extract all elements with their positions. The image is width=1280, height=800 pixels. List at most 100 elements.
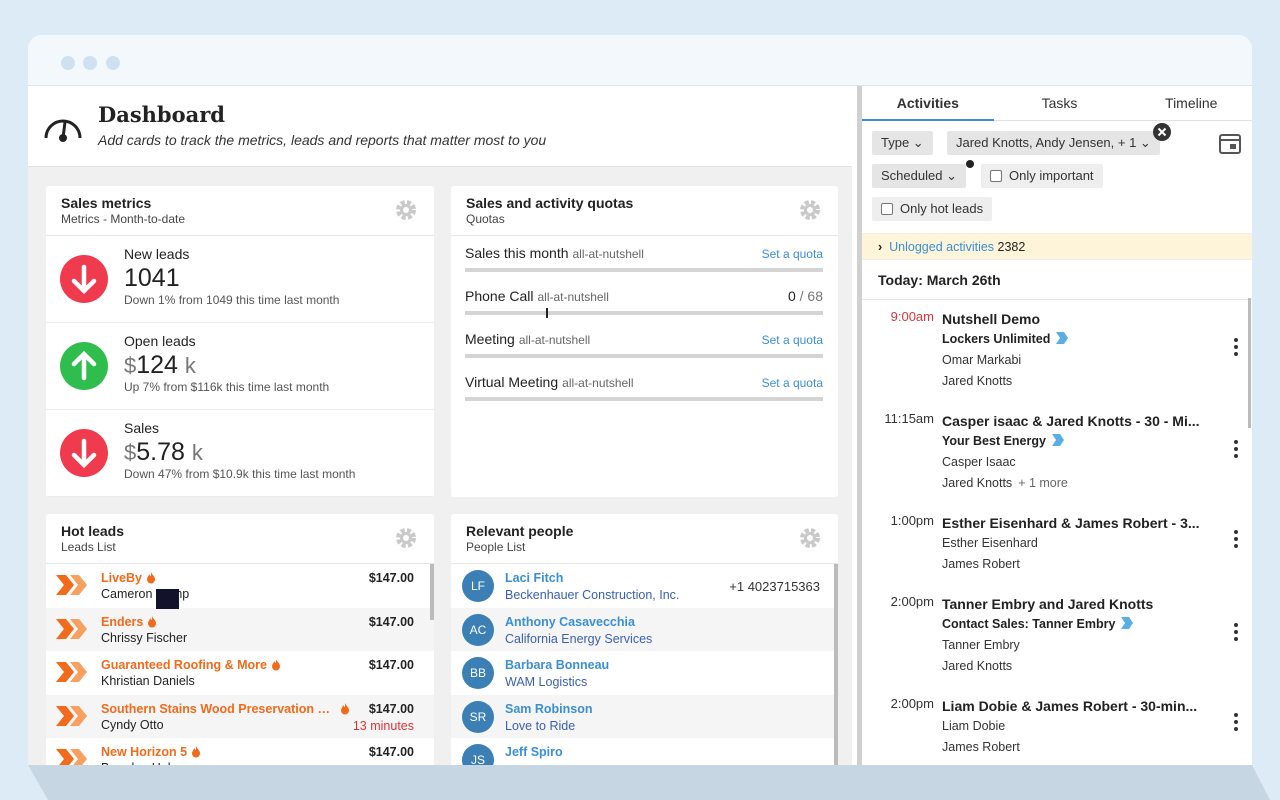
person-name[interactable]: Laci Fitch bbox=[505, 571, 564, 585]
activity-title[interactable]: Liam Dobie & James Robert - 30-min... bbox=[942, 698, 1198, 714]
quota-bar bbox=[465, 268, 823, 272]
currency: $ bbox=[124, 353, 137, 378]
activity-title[interactable]: Casper isaac & Jared Knotts - 30 - Mi... bbox=[942, 413, 1200, 429]
more-menu[interactable] bbox=[1234, 713, 1238, 734]
lead-icon bbox=[56, 662, 87, 682]
avatar: SR bbox=[462, 700, 494, 733]
activity-person: Esther Eisenhard bbox=[942, 533, 1212, 554]
card-subtitle: Metrics - Month-to-date bbox=[61, 212, 186, 226]
people-list: LF Laci Fitch Beckenhauer Construction, In… bbox=[451, 564, 838, 765]
company-name: Your Best Energy bbox=[942, 434, 1046, 448]
set-quota-link[interactable]: Set a quota bbox=[761, 376, 823, 390]
unit: k bbox=[191, 440, 203, 465]
hot-leads-card: Hot leads Leads List LiveBy Cameron Camp $14… bbox=[46, 514, 434, 765]
metric-change: Down 47% from $10.9k this time last mont… bbox=[124, 467, 356, 481]
tab[interactable]: Tasks bbox=[993, 86, 1126, 121]
unlogged-count: 2382 bbox=[997, 240, 1026, 254]
person: Jared Knotts bbox=[942, 659, 1013, 673]
person-company[interactable]: WAM Logistics bbox=[505, 675, 588, 689]
person-company[interactable]: California Energy Services bbox=[505, 631, 653, 646]
set-quota-link[interactable]: Set a quota bbox=[761, 247, 823, 261]
person-name[interactable]: Anthony Casavecchia bbox=[505, 614, 635, 629]
person-name[interactable]: Sam Robinson bbox=[505, 701, 593, 716]
trend-icon bbox=[60, 429, 108, 477]
layout-button[interactable] bbox=[1219, 134, 1241, 154]
people-filter[interactable]: Jared Knotts, Andy Jensen, + 1 ⌄ bbox=[947, 131, 1160, 155]
hot-icon bbox=[148, 615, 157, 627]
lead-name[interactable]: LiveBy bbox=[101, 571, 156, 587]
quota-progress: 0 / 68 bbox=[788, 288, 823, 304]
unlogged-bar[interactable]: › Unlogged activities 2382 bbox=[862, 233, 1252, 260]
card-title: Hot leads bbox=[61, 523, 125, 539]
sales-metrics-card: Sales metrics Metrics - Month-to-date New … bbox=[46, 186, 434, 497]
quota-row: Meeting all-at-nutshell Set a quota bbox=[451, 322, 838, 365]
more-menu[interactable] bbox=[1234, 530, 1238, 551]
filter-label: Scheduled bbox=[881, 168, 943, 183]
scrollbar bbox=[1248, 298, 1251, 428]
settings-button[interactable] bbox=[394, 526, 418, 550]
settings-button[interactable] bbox=[798, 526, 822, 550]
person-row: AC Anthony Casavecchia California Energy S… bbox=[451, 607, 838, 651]
people-card: Relevant people People List LF Laci Fitch Be… bbox=[451, 514, 838, 765]
person: Jared Knotts bbox=[942, 476, 1013, 490]
metric-value: $124 k bbox=[124, 351, 196, 380]
activity-body: Tanner Embry and Jared Knotts Contact Sal… bbox=[942, 594, 1212, 677]
lead-name[interactable]: Guaranteed Roofing & More bbox=[101, 658, 281, 674]
activity-title[interactable]: Nutshell Demo bbox=[942, 311, 1041, 327]
lead-icon bbox=[56, 575, 87, 595]
dashboard-pane: Dashboard Add cards to track the metrics… bbox=[28, 86, 852, 765]
person-row: SR Sam Robinson Love to Ride bbox=[451, 694, 838, 738]
person-name[interactable]: Jeff Spiro bbox=[505, 745, 563, 759]
hot-icon bbox=[192, 746, 201, 758]
lead-name[interactable]: Enders bbox=[101, 615, 157, 631]
lead-name[interactable]: Southern Stains Wood Preservation Ex... bbox=[101, 702, 349, 718]
more-menu[interactable] bbox=[1234, 440, 1238, 461]
lead-contact: Chrissy Fischer bbox=[101, 630, 188, 645]
lead-amount: $147.00 bbox=[368, 571, 414, 585]
person: Jared Knotts bbox=[942, 374, 1013, 388]
set-quota-link[interactable]: Set a quota bbox=[761, 333, 823, 347]
activity-title[interactable]: Tanner Embry and Jared Knotts bbox=[942, 596, 1154, 612]
lead-title: Guaranteed Roofing & More bbox=[101, 658, 267, 672]
activity-title[interactable]: Esther Eisenhard & James Robert - 3... bbox=[942, 515, 1200, 531]
quota-scope: all-at-nutshell bbox=[518, 333, 591, 347]
person-name[interactable]: Barbara Bonneau bbox=[505, 658, 610, 672]
lead-icon bbox=[56, 749, 87, 765]
tab[interactable]: Timeline bbox=[1125, 86, 1252, 121]
activity-body: Liam Dobie & James Robert - 30-min... Lia… bbox=[942, 696, 1212, 758]
lead-icon bbox=[56, 618, 87, 639]
lead-name[interactable]: New Horizon 5 bbox=[101, 745, 201, 761]
more-menu[interactable] bbox=[1234, 338, 1238, 359]
lead-icon bbox=[56, 705, 87, 726]
filter-dot bbox=[966, 160, 974, 168]
quota-title: Sales this month bbox=[465, 245, 569, 261]
activity-person: Jared Knotts + 1 more bbox=[942, 473, 1212, 494]
person: Omar Markabi bbox=[942, 353, 1022, 367]
activity-company: Your Best Energy bbox=[942, 431, 1212, 452]
hot-icon bbox=[341, 702, 349, 714]
activity-person: Liam Dobie bbox=[942, 716, 1212, 737]
checkbox-label: Only hot leads bbox=[900, 201, 984, 216]
card-subtitle: Quotas bbox=[466, 212, 505, 226]
clear-filter[interactable] bbox=[1153, 123, 1171, 141]
person-row: LF Laci Fitch Beckenhauer Construction, In… bbox=[451, 564, 838, 608]
important-toggle[interactable]: Only important bbox=[981, 164, 1103, 188]
more-menu[interactable] bbox=[1234, 623, 1238, 644]
more-people: + 1 more bbox=[1018, 476, 1068, 490]
status-filter[interactable]: Scheduled ⌄ bbox=[872, 164, 966, 188]
person-company[interactable]: Love to Ride bbox=[505, 718, 576, 733]
type-filter[interactable]: Type ⌄ bbox=[872, 131, 933, 155]
hot-toggle[interactable]: Only hot leads bbox=[872, 197, 993, 221]
quota-bar bbox=[465, 397, 823, 401]
metric-change: Down 1% from 1049 this time last month bbox=[124, 293, 340, 307]
activity-time: 1:00pm bbox=[890, 513, 934, 528]
metric-change: Up 7% from $116k this time last month bbox=[124, 380, 330, 394]
lead-title: New Horizon 5 bbox=[101, 745, 188, 759]
settings-button[interactable] bbox=[798, 198, 822, 222]
settings-button[interactable] bbox=[394, 198, 418, 222]
tab[interactable]: Activities bbox=[862, 86, 994, 121]
person-company[interactable]: Beckenhauer Construction, Inc. bbox=[505, 588, 680, 602]
window-dot bbox=[83, 56, 97, 70]
